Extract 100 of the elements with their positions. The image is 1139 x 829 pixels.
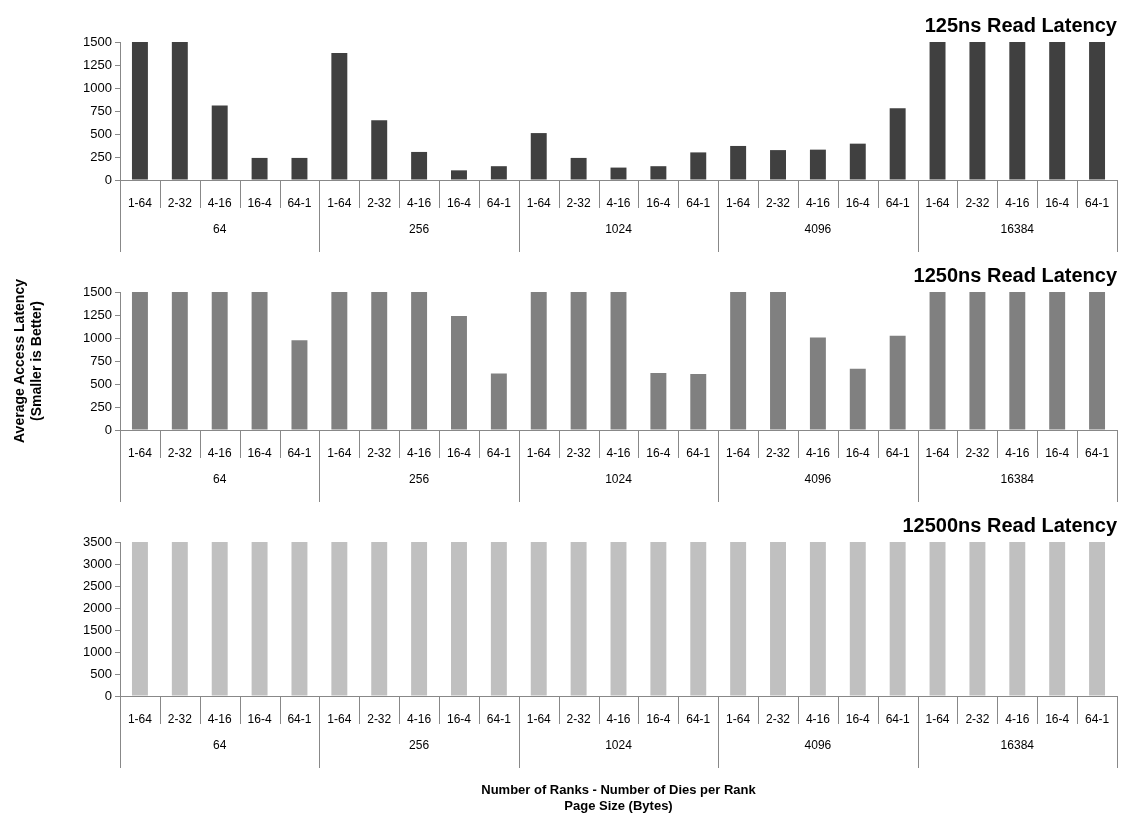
x-tick-label: 1-64 xyxy=(726,195,751,210)
x-tick-label: 16-4 xyxy=(446,445,472,460)
bar xyxy=(1009,42,1026,180)
bar xyxy=(251,157,268,180)
x-tick-label: 16-4 xyxy=(247,711,272,726)
x-tick-label: 2-32 xyxy=(566,195,591,210)
bar xyxy=(849,143,866,180)
x-tick-label: 2-32 xyxy=(766,445,791,460)
x-tick-label: 2-32 xyxy=(367,195,392,210)
text: 64 xyxy=(213,222,227,237)
x-tick-label: 4-16 xyxy=(805,711,831,726)
bar xyxy=(451,170,467,180)
x-tick-label: 4-16 xyxy=(407,195,432,210)
y-tick-label: 1000 xyxy=(83,329,112,345)
y-tick-label: 250 xyxy=(90,398,112,414)
x-tick-label: 4-16 xyxy=(1005,711,1030,726)
y-tick-label: 750 xyxy=(90,352,112,368)
y-tick-label: 1250 xyxy=(83,306,112,322)
x-tick-label: 16-4 xyxy=(646,195,671,210)
bar xyxy=(889,108,906,180)
text: 4096 xyxy=(804,222,832,237)
x-tick-label: 64-1 xyxy=(1085,195,1110,210)
x-tick-label: 1-64 xyxy=(327,711,352,726)
x-tick-label: 2-32 xyxy=(566,445,591,460)
x-tick-label: 2-32 xyxy=(766,195,791,210)
bar xyxy=(650,166,667,180)
y-tick-label: 1500 xyxy=(83,33,112,49)
x-tick-label: 1-64 xyxy=(925,445,950,460)
bar xyxy=(171,42,188,180)
text: 1024 xyxy=(605,222,633,237)
x-tick-label: 16-4 xyxy=(646,445,671,460)
text: 256 xyxy=(409,738,430,753)
x-tick-label: 2-32 xyxy=(167,711,193,726)
x-tick-label: 2-32 xyxy=(367,711,392,726)
x-tick-label: 16-4 xyxy=(446,195,472,210)
x-tick-label: 4-16 xyxy=(1005,445,1030,460)
x-tick-label: 4-16 xyxy=(407,711,432,726)
x-tick-label: 4-16 xyxy=(606,711,631,726)
y-tick-label: 2500 xyxy=(83,577,112,593)
chart-title: 12500ns Read Latency xyxy=(902,513,1118,536)
bar xyxy=(371,120,388,180)
bar xyxy=(291,157,308,180)
x-tick-label: 64-1 xyxy=(686,711,711,726)
x-tick-label: 64-1 xyxy=(885,711,910,726)
x-tick-label: 64-1 xyxy=(885,445,910,460)
x-tick-label: 64-1 xyxy=(287,711,312,726)
x-tick-label: 2-32 xyxy=(766,711,791,726)
x-tick-label: 16-4 xyxy=(446,711,472,726)
text: 1024 xyxy=(605,738,633,753)
bar xyxy=(610,167,627,180)
text: 16384 xyxy=(1000,472,1035,487)
x-tick-label: 16-4 xyxy=(646,711,671,726)
x-tick-label: 16-4 xyxy=(845,711,871,726)
text: 64 xyxy=(213,472,227,487)
y-tick-label: 1000 xyxy=(83,643,112,659)
x-tick-label: 4-16 xyxy=(207,195,233,210)
bar xyxy=(211,105,228,180)
text: 256 xyxy=(409,472,430,487)
y-tick-label: 0 xyxy=(104,687,112,703)
chart-title: 125ns Read Latency xyxy=(924,13,1118,36)
y-tick-label: 1500 xyxy=(83,621,112,637)
text: 1024 xyxy=(605,472,633,487)
y-tick-label: 3000 xyxy=(83,555,112,571)
bar xyxy=(969,42,986,180)
x-tick-label: 1-64 xyxy=(327,445,352,460)
y-tick-label: 500 xyxy=(90,665,112,681)
text: 4096 xyxy=(804,738,832,753)
bar xyxy=(690,152,707,180)
x-tick-label: 1-64 xyxy=(127,195,153,210)
x-tick-label: 4-16 xyxy=(606,445,631,460)
x-tick-label: 1-64 xyxy=(925,711,950,726)
bar xyxy=(730,145,747,180)
x-tick-label: 64-1 xyxy=(287,195,312,210)
x-axis-title: Number of Ranks - Number of Dies per Rank Page Size (Bytes) xyxy=(481,782,757,813)
text: 256 xyxy=(409,222,430,237)
text: 64 xyxy=(213,738,227,753)
x-tick-label: 64-1 xyxy=(486,711,512,726)
x-tick-label: 4-16 xyxy=(805,445,831,460)
x-tick-label: 2-32 xyxy=(367,445,392,460)
bar xyxy=(570,157,587,180)
x-tick-label: 64-1 xyxy=(287,445,312,460)
x-tick-label: 16-4 xyxy=(1045,711,1070,726)
x-tick-label: 1-64 xyxy=(526,445,552,460)
text: 4096 xyxy=(804,472,832,487)
x-tick-label: 64-1 xyxy=(486,445,512,460)
bar xyxy=(490,166,507,180)
x-tick-label: 2-32 xyxy=(167,445,193,460)
x-tick-label: 64-1 xyxy=(885,195,910,210)
x-tick-label: 16-4 xyxy=(247,195,272,210)
y-tick-label: 500 xyxy=(90,125,112,141)
bar xyxy=(1049,42,1066,180)
x-tick-label: 64-1 xyxy=(686,195,711,210)
bar xyxy=(530,133,547,180)
bar xyxy=(929,42,946,180)
y-tick-label: 0 xyxy=(104,171,112,187)
y-tick-label: 2000 xyxy=(83,599,112,615)
y-tick-label: 3500 xyxy=(83,533,112,549)
x-tick-label: 64-1 xyxy=(486,195,512,210)
y-tick-label: 1000 xyxy=(83,79,112,95)
x-tick-label: 16-4 xyxy=(845,445,871,460)
